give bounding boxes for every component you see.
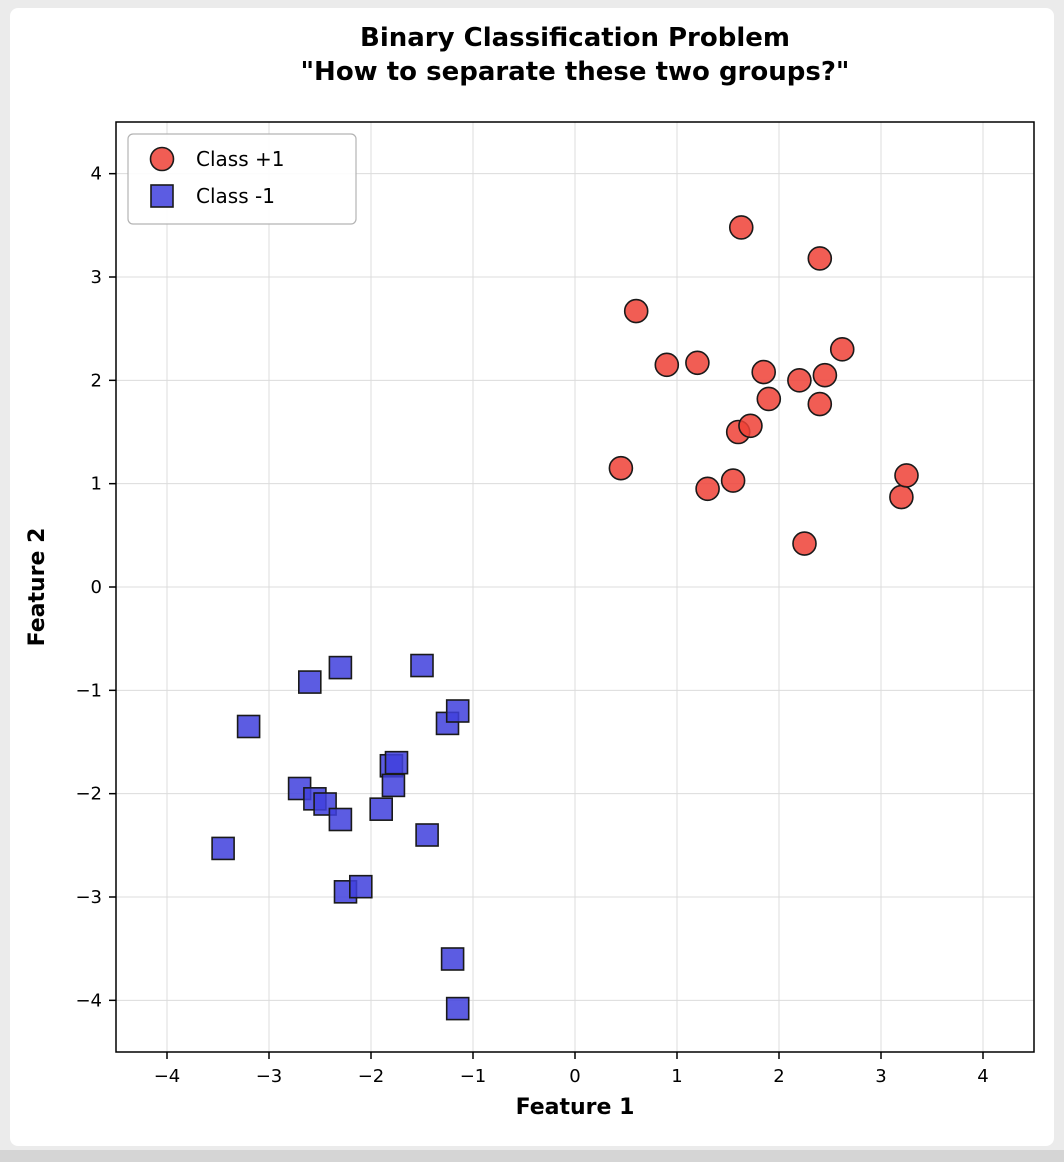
data-point-class-minus1 — [369, 797, 394, 821]
x-tick-label: 0 — [569, 1066, 580, 1087]
data-point-class-plus1 — [894, 463, 919, 488]
data-point-class-plus1 — [792, 531, 817, 556]
data-point-class-plus1 — [812, 362, 838, 388]
data-point-class-minus1 — [381, 773, 406, 798]
data-point-class-minus1 — [328, 807, 353, 832]
chart-subtitle: "How to separate these two groups?" — [301, 57, 850, 87]
data-point-class-minus1 — [410, 653, 434, 678]
x-axis-label: Feature 1 — [516, 1095, 635, 1120]
y-axis-label: Feature 2 — [25, 528, 50, 647]
y-tick-label: 4 — [91, 164, 102, 185]
legend-label-class-minus1: Class -1 — [196, 184, 275, 208]
data-point-class-plus1 — [695, 476, 720, 502]
y-tick-label: −4 — [75, 990, 102, 1011]
data-point-class-plus1 — [608, 455, 634, 481]
y-tick-label: 1 — [91, 474, 102, 495]
y-tick-label: −1 — [75, 680, 102, 701]
data-point-class-plus1 — [685, 350, 710, 376]
data-point-class-minus1 — [445, 699, 470, 723]
y-tick-label: 2 — [91, 370, 102, 391]
data-point-class-plus1 — [728, 215, 754, 240]
data-point-class-plus1 — [738, 413, 763, 439]
x-tick-label: −1 — [460, 1066, 487, 1087]
data-point-class-plus1 — [654, 352, 680, 378]
data-point-class-plus1 — [889, 484, 914, 510]
data-point-class-plus1 — [807, 391, 833, 417]
data-point-class-minus1 — [211, 836, 235, 861]
x-tick-label: 3 — [875, 1066, 886, 1087]
data-point-class-minus1 — [415, 823, 439, 847]
window-bottom-edge — [0, 1150, 1064, 1162]
data-point-class-plus1 — [751, 359, 777, 385]
data-point-class-minus1 — [297, 670, 322, 694]
x-tick-label: −2 — [358, 1066, 385, 1087]
y-tick-label: −3 — [75, 887, 102, 908]
x-tick-label: 2 — [773, 1066, 784, 1087]
data-point-class-plus1 — [623, 298, 649, 324]
legend-marker-square — [150, 184, 174, 208]
y-tick-label: 3 — [91, 267, 102, 288]
data-point-class-minus1 — [348, 874, 373, 899]
legend-marker-circle — [149, 146, 175, 172]
legend-box — [127, 133, 357, 225]
data-point-class-plus1 — [807, 246, 833, 271]
data-point-class-minus1 — [445, 996, 470, 1021]
data-point-class-plus1 — [720, 468, 746, 493]
legend-label-class-plus1: Class +1 — [196, 147, 284, 171]
figure-window: Binary Classification Problem "How to se… — [10, 8, 1054, 1146]
data-point-class-minus1 — [440, 947, 465, 971]
x-tick-label: −4 — [154, 1066, 181, 1087]
data-point-class-minus1 — [328, 655, 353, 680]
y-tick-label: −2 — [75, 784, 102, 805]
x-tick-label: −3 — [256, 1066, 283, 1087]
scatter-chart: Binary Classification Problem "How to se… — [25, 23, 1035, 1120]
y-tick-label: 0 — [91, 577, 102, 598]
chart-title: Binary Classification Problem — [360, 23, 790, 53]
x-tick-label: 1 — [671, 1066, 682, 1087]
data-point-class-plus1 — [829, 337, 855, 362]
data-point-class-plus1 — [756, 386, 782, 412]
x-tick-label: 4 — [977, 1066, 988, 1087]
data-point-class-minus1 — [236, 714, 261, 739]
data-point-class-minus1 — [384, 750, 409, 775]
data-point-class-plus1 — [787, 368, 812, 393]
